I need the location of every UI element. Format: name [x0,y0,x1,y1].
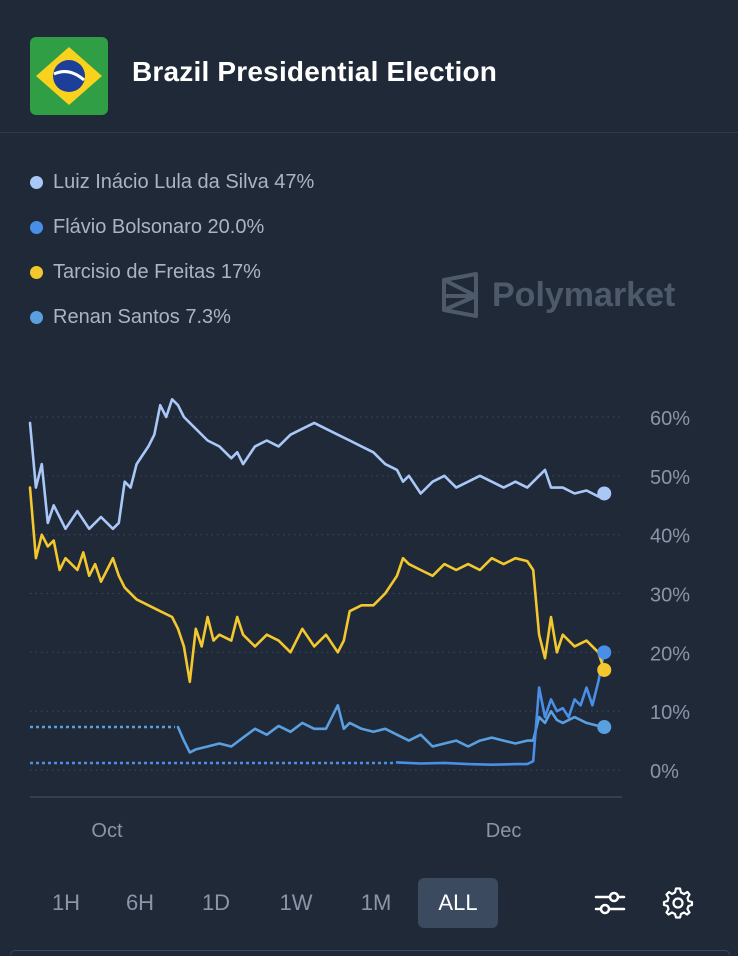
y-tick-label: 60% [650,408,690,430]
chart-legend: Luiz Inácio Lula da Silva 47% Flávio Bol… [30,160,314,340]
y-tick-label: 10% [650,702,690,724]
series-line [28,398,606,531]
series-line [395,651,606,766]
header: Brazil Presidential Election [0,0,738,133]
polymarket-logo-icon [442,272,478,318]
legend-item-lula[interactable]: Luiz Inácio Lula da Silva 47% [30,160,314,205]
series-end-marker [597,662,612,677]
brazil-flag-icon [30,37,108,115]
x-tick-label: Oct [91,820,123,842]
legend-item-santos[interactable]: Renan Santos 7.3% [30,295,314,340]
timeframe-1h-button[interactable]: 1H [51,890,81,915]
series-end-marker [597,645,612,660]
y-tick-label: 20% [650,643,690,665]
polymarket-watermark: Polymarket [440,272,675,318]
legend-label: Tarcisio de Freitas 17% [53,261,261,283]
sliders-icon[interactable] [592,885,628,921]
timeframe-bar: 1H 6H 1D 1W 1M ALL [0,870,738,934]
watermark-text: Polymarket [492,275,676,314]
legend-label: Luiz Inácio Lula da Silva 47% [53,171,315,193]
y-tick-label: 50% [650,467,690,489]
timeframe-1m-button[interactable]: 1M [360,890,392,915]
legend-dot [30,266,43,279]
legend-dot [30,221,43,234]
series-line [176,704,606,754]
y-tick-label: 0% [650,761,679,783]
x-tick-label: Dec [486,820,522,842]
legend-dot [30,176,43,189]
legend-label: Flávio Bolsonaro 20.0% [53,216,265,238]
timeframe-6h-button[interactable]: 6H [125,890,155,915]
legend-dot [30,311,43,324]
series-line [28,486,606,684]
price-chart[interactable]: 0% 10% 20% 30% 40% 50% 60% Oct Dec [0,370,738,850]
y-tick-label: 40% [650,526,690,548]
timeframe-1d-button[interactable]: 1D [201,890,231,915]
legend-item-bolsonaro[interactable]: Flávio Bolsonaro 20.0% [30,205,314,250]
page-title: Brazil Presidential Election [132,56,498,87]
bottom-sheet-edge [10,950,730,955]
series-end-marker [597,720,612,735]
series-end-marker [597,486,612,501]
legend-item-freitas[interactable]: Tarcisio de Freitas 17% [30,250,314,295]
gear-icon[interactable] [660,885,696,921]
timeframe-1w-button[interactable]: 1W [279,890,313,915]
y-tick-label: 30% [650,585,690,607]
legend-label: Renan Santos 7.3% [53,306,231,328]
timeframe-all-button[interactable]: ALL [418,878,498,928]
